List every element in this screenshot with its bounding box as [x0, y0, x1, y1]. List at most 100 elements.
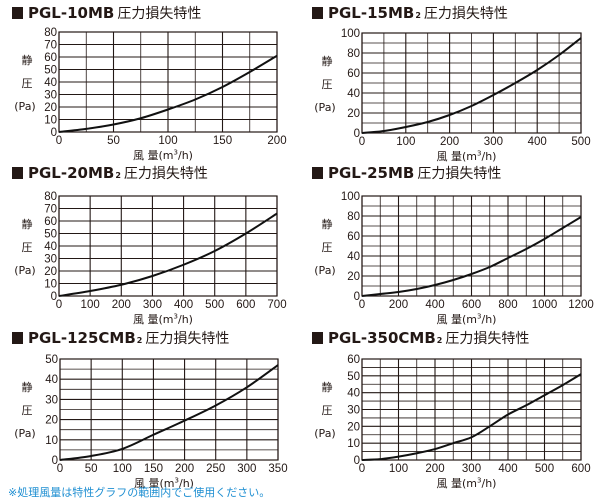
x-axis-label: 風 量(m3/h) — [436, 476, 497, 490]
square-bullet-icon — [12, 167, 23, 179]
y-tick-label: 10 — [44, 279, 57, 291]
pressure-loss-curve — [361, 37, 582, 134]
y-tick-label: 60 — [347, 68, 360, 80]
chart-panel-pgl-10mb: PGL-10MB 圧力損失特性静圧 (Pa) 0 10 20 30 40 50 60 70 80 0 50… — [0, 0, 300, 165]
title-suffix: 圧力損失特性 — [417, 166, 502, 182]
x-tick-label: 350 — [268, 463, 287, 475]
y-tick-label: 10 — [45, 435, 58, 447]
x-tick-label: 0 — [359, 299, 365, 311]
y-tick-label: 60 — [347, 354, 360, 366]
x-axis-label: 風 量(m3/h) — [436, 149, 497, 163]
x-tick-label: 300 — [143, 299, 162, 311]
chart-title: PGL-10MB 圧力損失特性 — [12, 4, 201, 23]
y-axis-label: 静圧 (Pa) — [14, 218, 36, 277]
model-name: PGL-350CMB — [328, 329, 436, 347]
y-tick-label: 20 — [347, 421, 360, 433]
chart-title: PGL-350CMB2 圧力損失特性 — [312, 329, 529, 350]
model-name: PGL-25MB — [328, 164, 415, 182]
chart-title: PGL-25MB 圧力損失特性 — [312, 164, 501, 183]
x-tick-label: 200 — [425, 463, 444, 475]
chart-title: PGL-20MB2 圧力損失特性 — [12, 164, 208, 185]
title-suffix: 圧力損失特性 — [423, 6, 508, 22]
x-tick-label: 300 — [237, 463, 256, 475]
y-tick-label: 20 — [44, 266, 57, 278]
model-name: PGL-15MB — [328, 4, 415, 22]
x-tick-label: 150 — [213, 135, 232, 147]
y-tick-label: 70 — [44, 40, 57, 52]
y-tick-label: 40 — [347, 388, 360, 400]
y-tick-label: 40 — [347, 88, 360, 100]
x-tick-label: 250 — [206, 463, 225, 475]
y-axis-label: 静圧 (Pa) — [314, 381, 336, 440]
chart-panel-pgl-15mb2: PGL-15MB2 圧力損失特性静圧 (Pa) 0 20 40 60 80 100 0 100 200… — [300, 0, 600, 165]
plot-frame — [361, 195, 582, 297]
y-tick-label: 0 — [354, 291, 360, 303]
y-tick-label: 20 — [347, 271, 360, 283]
y-tick-label: 30 — [347, 405, 360, 417]
x-tick-label: 200 — [267, 135, 286, 147]
x-tick-label: 500 — [535, 463, 554, 475]
x-axis-label: 風 量(m3/h) — [436, 312, 497, 326]
x-tick-label: 200 — [112, 299, 131, 311]
x-tick-label: 100 — [81, 299, 100, 311]
y-tick-label: 30 — [44, 90, 57, 102]
plot-area: 0 20 40 60 80 100 0 100 200 300 400 500 — [341, 28, 591, 148]
y-tick-label: 80 — [347, 211, 360, 223]
x-tick-label: 400 — [528, 136, 547, 148]
x-tick-label: 400 — [498, 463, 517, 475]
chart-panel-pgl-25mb: PGL-25MB 圧力損失特性静圧 (Pa) 0 20 40 60 80 100 0 200 400 6… — [300, 160, 600, 326]
chart-panel-pgl-20mb2: PGL-20MB2 圧力損失特性静圧 (Pa) 0 10 20 30 40 50 60 70 80 0 1… — [0, 160, 300, 326]
y-tick-label: 60 — [44, 52, 57, 64]
y-tick-label: 70 — [44, 204, 57, 216]
chart-title: PGL-15MB2 圧力損失特性 — [312, 4, 508, 25]
x-tick-label: 600 — [571, 463, 590, 475]
y-axis-label: 静圧 (Pa) — [314, 55, 336, 114]
x-tick-label: 100 — [158, 135, 177, 147]
y-tick-label: 50 — [44, 65, 57, 77]
x-tick-label: 50 — [107, 135, 120, 147]
chart-title: PGL-125CMB2 圧力損失特性 — [12, 329, 229, 350]
y-tick-label: 100 — [341, 28, 360, 40]
model-subscript: 2 — [415, 11, 421, 20]
pressure-loss-curve — [361, 373, 582, 461]
model-subscript: 2 — [436, 336, 443, 345]
y-tick-label: 0 — [354, 455, 360, 467]
y-tick-label: 60 — [44, 216, 57, 228]
y-tick-label: 50 — [347, 371, 360, 383]
x-axis-label: 風 量(m3/h) — [134, 476, 194, 490]
x-tick-label: 0 — [359, 136, 365, 148]
model-name: PGL-125CMB — [28, 329, 136, 347]
x-tick-label: 400 — [425, 299, 444, 311]
y-tick-label: 80 — [347, 48, 360, 60]
y-tick-label: 30 — [44, 254, 57, 266]
y-tick-label: 40 — [44, 241, 57, 253]
x-tick-label: 100 — [113, 463, 132, 475]
plot-frame — [58, 195, 278, 297]
plot-frame — [361, 32, 582, 134]
pressure-loss-curve — [58, 54, 278, 133]
y-tick-label: 100 — [341, 191, 360, 203]
title-suffix: 圧力損失特性 — [145, 331, 230, 347]
x-tick-label: 300 — [462, 463, 481, 475]
model-subscript: 2 — [136, 336, 143, 345]
y-tick-label: 40 — [45, 374, 58, 386]
x-tick-label: 700 — [267, 299, 286, 311]
x-tick-label: 1200 — [568, 299, 594, 311]
square-bullet-icon — [12, 332, 23, 344]
x-tick-label: 100 — [396, 136, 415, 148]
square-bullet-icon — [12, 7, 23, 19]
x-tick-label: 200 — [440, 136, 459, 148]
y-tick-label: 50 — [44, 229, 57, 241]
plot-area: 0 10 20 30 40 50 0 50 100 150 200 250 300 350 — [45, 354, 287, 475]
pressure-loss-curve — [58, 212, 278, 297]
y-tick-label: 0 — [51, 127, 57, 139]
y-tick-label: 10 — [44, 115, 57, 127]
x-tick-label: 500 — [571, 136, 590, 148]
x-tick-label: 1000 — [532, 299, 558, 311]
title-suffix: 圧力損失特性 — [123, 166, 208, 182]
x-tick-label: 100 — [389, 463, 408, 475]
x-tick-label: 0 — [56, 135, 62, 147]
